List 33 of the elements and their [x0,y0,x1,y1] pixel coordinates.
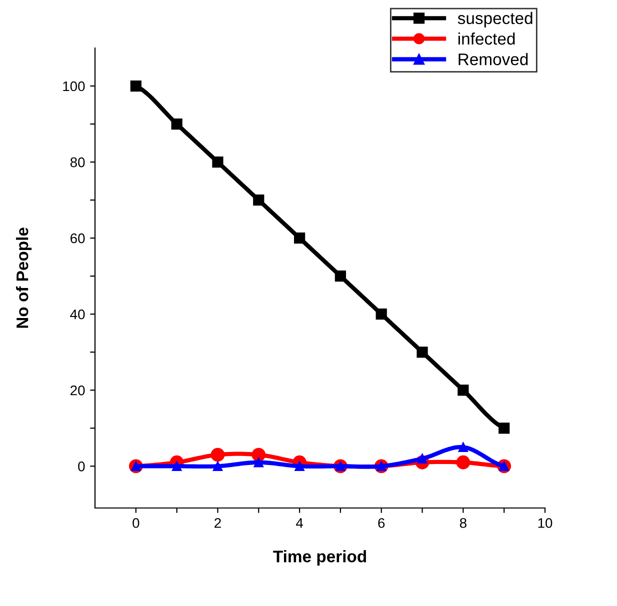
x-tick-label: 10 [538,518,552,528]
point [294,232,306,244]
point [376,308,387,320]
y-axis-title: No of People [16,228,32,328]
y-tick-label: 80 [70,157,85,168]
point [334,270,346,282]
x-tick-label: 8 [460,518,466,528]
point [458,384,469,396]
legend-label: infected [458,32,515,45]
point [130,80,142,92]
x-tick-label: 2 [214,518,221,528]
point [212,156,224,168]
point [252,448,266,462]
x-tick-label: 6 [378,518,385,528]
x-axis-title: Time period [273,550,366,566]
x-tick-label: 0 [132,518,140,528]
y-tick-label: 100 [63,81,85,92]
y-tick-label: 0 [78,462,85,472]
point [254,458,264,468]
point [498,422,510,434]
y-tick-label: 40 [70,309,85,320]
point [416,346,428,358]
legend-label: Removed [458,52,528,66]
point [458,442,468,452]
y-tick-label: 20 [70,385,85,396]
y-tick-label: 60 [70,233,85,244]
point [456,455,470,470]
x-tick-label: 4 [296,518,303,528]
point [212,461,223,472]
legend-label: suspected [458,12,532,28]
point [253,194,264,206]
point [210,448,225,462]
point [171,118,182,130]
